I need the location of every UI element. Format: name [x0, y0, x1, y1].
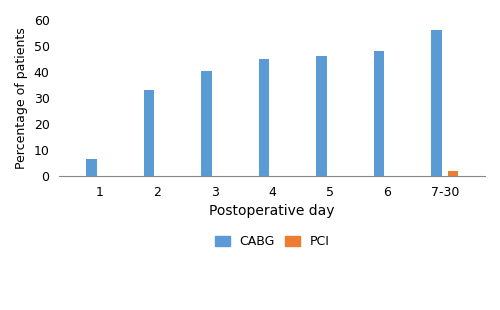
Bar	[86, 159, 97, 176]
Bar	[448, 171, 458, 176]
Bar	[144, 90, 154, 176]
Bar	[316, 56, 327, 176]
Y-axis label: Percentage of patients: Percentage of patients	[15, 27, 28, 169]
Bar	[202, 71, 211, 176]
X-axis label: Postoperative day: Postoperative day	[210, 204, 335, 219]
Bar	[432, 30, 442, 176]
Legend: CABG, PCI: CABG, PCI	[208, 229, 336, 255]
Bar	[259, 59, 270, 176]
Bar	[374, 51, 384, 176]
